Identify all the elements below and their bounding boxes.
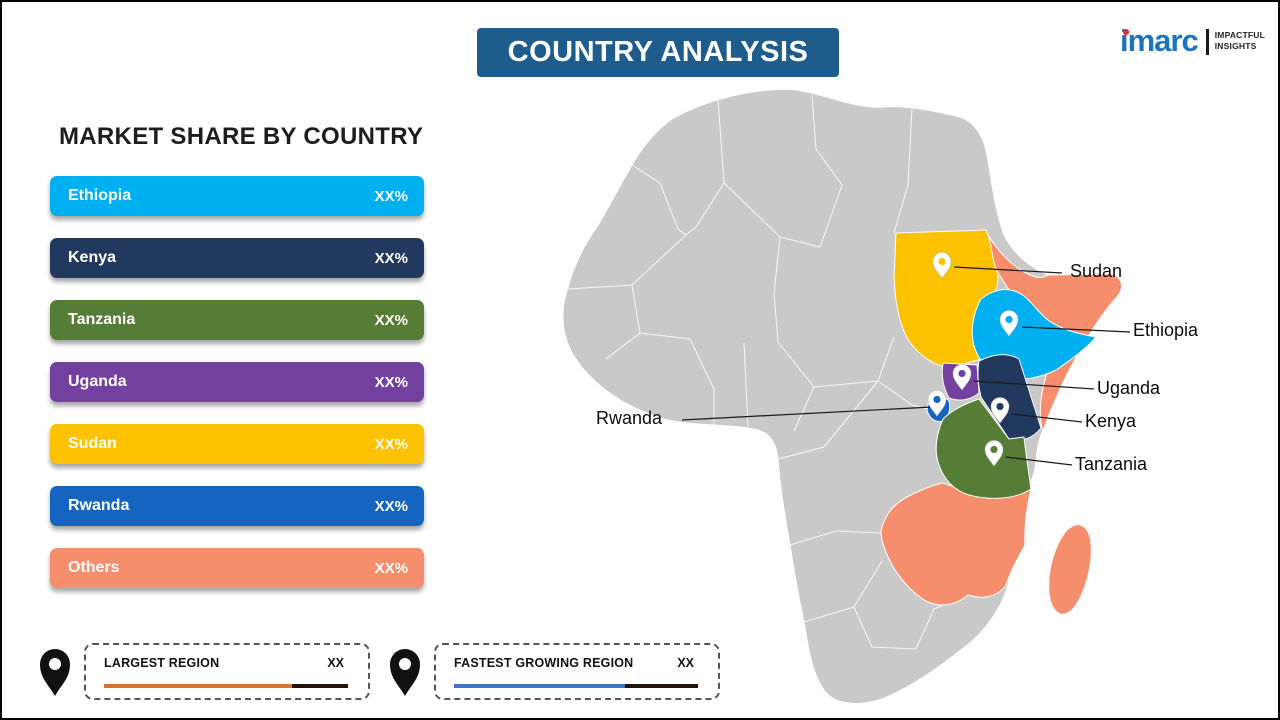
fastest-growing-box: FASTEST GROWING REGION XX: [434, 643, 720, 700]
sudan-map-pin-icon: [932, 252, 952, 279]
tanzania-map-pin-icon: [984, 440, 1004, 467]
logo-divider: [1205, 29, 1209, 55]
map-label-ethiopia: Ethiopia: [1133, 320, 1199, 340]
kenya-map-pin-icon: [990, 397, 1010, 424]
sudan-leader-line: [953, 266, 1063, 274]
fastest-growing-pin-icon: [390, 649, 420, 696]
map-label-sudan: Sudan: [1070, 261, 1123, 281]
largest-region-pin-icon: [40, 649, 70, 696]
market-share-bar-rwanda: Rwanda XX%: [50, 486, 424, 526]
region-others-south: [880, 482, 1032, 606]
tanzania-leader-line: [1005, 456, 1073, 466]
country-label: Others: [68, 559, 120, 576]
market-share-list: Ethiopia XX% Kenya XX% Tanzania XX% Ugan…: [50, 176, 424, 610]
country-value: XX%: [374, 559, 408, 577]
country-label: Tanzania: [68, 311, 136, 328]
fastest-growing-bar: [454, 684, 698, 688]
country-value: XX%: [374, 373, 408, 391]
market-share-bar-tanzania: Tanzania XX%: [50, 300, 424, 340]
ethiopia-leader-line: [1021, 326, 1131, 333]
largest-region-bar: [104, 684, 348, 688]
largest-region-value: XX: [327, 656, 344, 670]
africa-map: [562, 89, 1131, 704]
country-label: Kenya: [68, 249, 117, 266]
madagascar-island: [1048, 524, 1092, 615]
uganda-leader-line: [973, 380, 1095, 390]
country-kenya: [977, 354, 1042, 441]
market-share-heading: MARKET SHARE BY COUNTRY: [59, 123, 424, 150]
country-label: Rwanda: [68, 497, 130, 514]
rwanda-leader-line: [681, 406, 933, 421]
kenya-leader-line: [1011, 413, 1083, 423]
map-label-uganda: Uganda: [1097, 378, 1161, 398]
market-share-bar-others: Others XX%: [50, 548, 424, 588]
rwanda-map-pin-icon: [927, 390, 947, 417]
africa-continent: [562, 89, 1123, 704]
largest-region-label: LARGEST REGION: [104, 656, 220, 670]
fastest-growing-value: XX: [677, 656, 694, 670]
leader-lines: [681, 266, 1131, 466]
logo-tagline: IMPACTFUL INSIGHTS: [1214, 30, 1266, 51]
map-label-tanzania: Tanzania: [1075, 454, 1148, 474]
country-value: XX%: [374, 187, 408, 205]
map-label-rwanda: Rwanda: [596, 408, 663, 428]
imarc-red-dot-icon: [1123, 29, 1129, 35]
map-label-kenya: Kenya: [1085, 411, 1137, 431]
market-share-bar-ethiopia: Ethiopia XX%: [50, 176, 424, 216]
country-value: XX%: [374, 311, 408, 329]
country-label: Uganda: [68, 373, 127, 390]
uganda-map-pin-icon: [952, 364, 972, 391]
imarc-logo: imarc IMPACTFUL INSIGHTS: [1120, 24, 1265, 58]
country-tanzania: [935, 398, 1032, 499]
ethiopia-map-pin-icon: [999, 310, 1019, 337]
country-label: Sudan: [68, 435, 117, 452]
market-share-bar-sudan: Sudan XX%: [50, 424, 424, 464]
country-value: XX%: [374, 435, 408, 453]
market-share-bar-kenya: Kenya XX%: [50, 238, 424, 278]
market-share-bar-uganda: Uganda XX%: [50, 362, 424, 402]
country-value: XX%: [374, 497, 408, 515]
largest-region-box: LARGEST REGION XX: [84, 643, 370, 700]
country-value: XX%: [374, 249, 408, 267]
fastest-growing-label: FASTEST GROWING REGION: [454, 656, 634, 670]
imarc-brand-text: imarc: [1120, 23, 1199, 58]
page-title: COUNTRY ANALYSIS: [477, 28, 839, 77]
country-label: Ethiopia: [68, 187, 132, 204]
